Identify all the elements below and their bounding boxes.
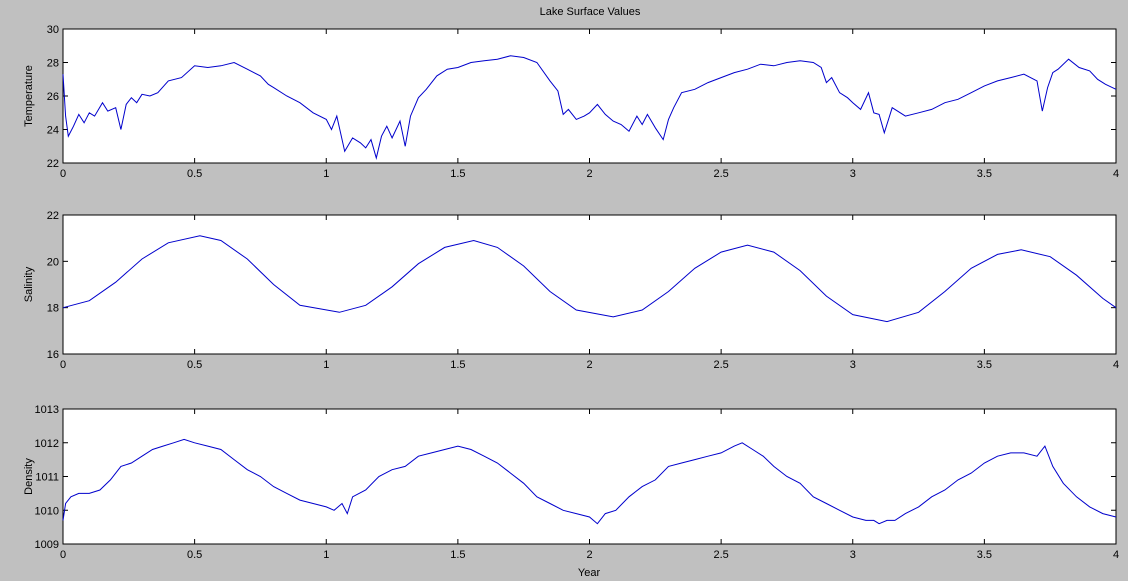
y-axis-label: Salinity	[23, 266, 35, 302]
x-tick-label: 4	[1113, 549, 1119, 561]
x-tick-label: 2	[586, 549, 592, 561]
y-tick-label: 22	[47, 158, 59, 170]
x-tick-label: 2.5	[713, 359, 728, 371]
y-tick-label: 20	[47, 256, 59, 268]
y-tick-label: 26	[47, 91, 59, 103]
x-tick-label: 0	[60, 549, 66, 561]
x-tick-label: 2.5	[713, 549, 728, 561]
x-tick-label: 3	[850, 359, 856, 371]
series-line-salinity	[62, 235, 1117, 323]
y-tick-label: 1012	[35, 438, 59, 450]
figure-title: Lake Surface Values	[540, 6, 641, 18]
y-tick-label: 22	[47, 210, 59, 222]
x-tick-label: 0	[60, 168, 66, 180]
y-axis-label: Density	[23, 458, 35, 495]
plot-area	[62, 408, 1117, 545]
x-tick-label: 1	[323, 359, 329, 371]
y-tick-label: 1011	[35, 472, 59, 484]
density-panel: 0 0.5 1 1.5 2 2.5 3 3.5 4 1009 1010 1011 1012 1013 Den…	[23, 404, 1119, 561]
x-tick-label: 3.5	[977, 549, 992, 561]
x-axis-label: Year	[578, 567, 601, 579]
y-tick-label: 28	[47, 58, 59, 70]
x-tick-label: 1.5	[450, 549, 465, 561]
x-tick-label: 1	[323, 168, 329, 180]
x-tick-label: 2	[586, 359, 592, 371]
series-line-temperature	[62, 55, 1117, 160]
salinity-panel: 0 0.5 1 1.5 2 2.5 3 3.5 4 16 18 20 22 Salinity	[23, 210, 1119, 371]
x-tick-label: 4	[1113, 359, 1119, 371]
x-tick-label: 0.5	[187, 359, 202, 371]
y-tick-label: 16	[47, 349, 59, 361]
x-tick-label: 0	[60, 359, 66, 371]
temperature-panel: 0 0.5 1 1.5 2 2.5 3 3.5 4 22 24 26 28 30 Temperature	[23, 24, 1119, 180]
plot-area	[62, 214, 1117, 355]
x-tick-label: 2.5	[713, 168, 728, 180]
x-tick-label: 3	[850, 168, 856, 180]
y-tick-label: 24	[47, 125, 59, 137]
y-axis-label: Temperature	[23, 65, 35, 127]
x-tick-label: 3	[850, 549, 856, 561]
x-tick-label: 0.5	[187, 549, 202, 561]
x-tick-label: 0.5	[187, 168, 202, 180]
y-tick-label: 1013	[35, 404, 59, 416]
series-line-density	[62, 438, 1117, 525]
plot-area	[62, 28, 1117, 164]
y-tick-label: 1010	[35, 505, 59, 517]
x-tick-label: 1.5	[450, 168, 465, 180]
x-tick-label: 2	[586, 168, 592, 180]
y-tick-label: 1009	[35, 539, 59, 551]
y-tick-label: 18	[47, 303, 59, 315]
x-tick-label: 1.5	[450, 359, 465, 371]
x-tick-label: 1	[323, 549, 329, 561]
x-tick-label: 3.5	[977, 168, 992, 180]
x-tick-label: 4	[1113, 168, 1119, 180]
x-tick-label: 3.5	[977, 359, 992, 371]
y-tick-label: 30	[47, 24, 59, 36]
